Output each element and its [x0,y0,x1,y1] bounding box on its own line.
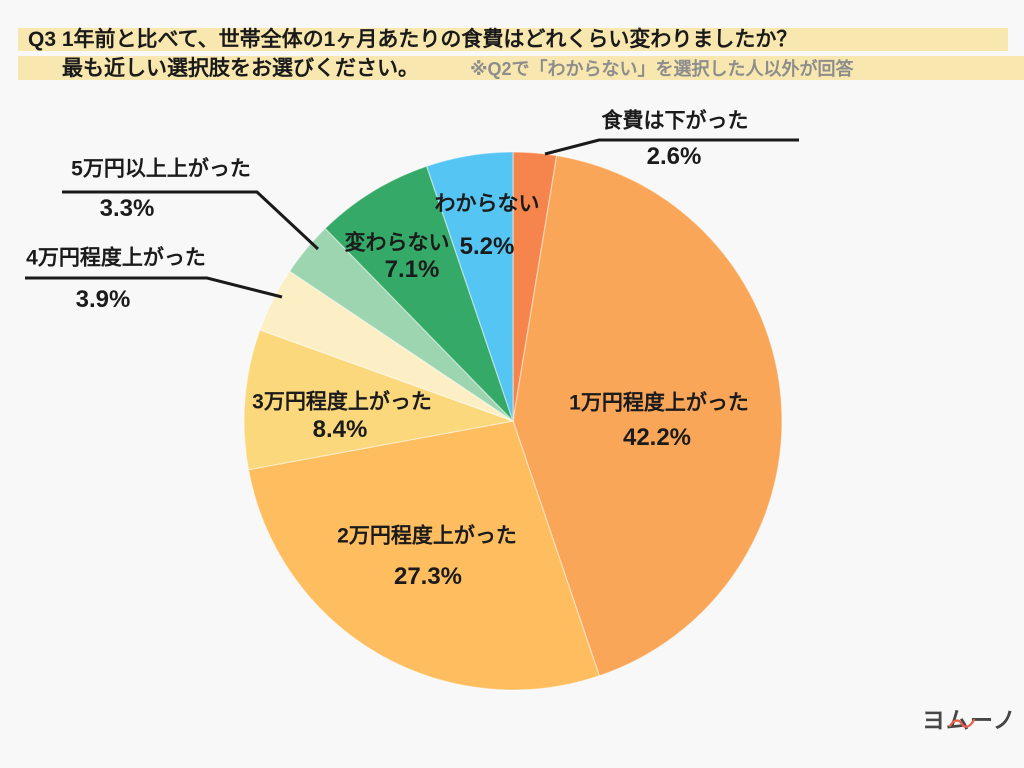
pie-slice-5 [288,227,514,422]
slice-pct-up10k: 42.2% [622,424,692,451]
pie-slice-7 [425,151,514,422]
slice-pct-up40k: 3.9% [75,286,131,313]
slice-pct-decreased: 2.6% [646,143,702,170]
pie-slice-0 [512,151,558,422]
slice-label-unchanged: 変わらない [344,231,450,255]
slice-pct-up20k: 27.3% [393,563,463,590]
leader-line-decreased [544,138,799,156]
slice-label-up30k: 3万円程度上がった [252,390,432,414]
leader-line-up50k [62,190,320,251]
logo-swoosh-icon [948,718,976,728]
slice-label-up20k: 2万円程度上がった [337,524,517,548]
pie-slice-6 [324,165,514,422]
slice-label-decreased: 食費は下がった [601,109,749,133]
slice-label-up40k: 4万円程度上がった [26,246,206,270]
slice-label-up10k: 1万円程度上がった [569,391,749,415]
pie-slice-4 [259,270,514,422]
question-highlight-band-2 [18,56,1024,80]
pie-slice-1 [512,154,783,677]
slice-label-up50k: 5万円以上上がった [71,157,251,181]
slice-pct-up30k: 8.4% [312,416,368,443]
question-line-1: Q3 1年前と比べて、世帯全体の1ヶ月あたりの食費はどれくらい変わりましたか？ [28,28,798,51]
question-line-2: 最も近しい選択肢をお選びください。 [62,57,419,80]
slice-pct-unchanged: 7.1% [384,256,440,283]
question-highlight-band-1 [18,28,1008,51]
yomuno-logo-text: ヨムーノ [922,707,1017,733]
slice-pct-up50k: 3.3% [99,195,155,222]
pie-slice-2 [247,420,601,691]
slice-pct-unknown: 5.2% [459,233,515,260]
question-note: ※Q2で「わからない」を選択した人以外が回答 [470,59,854,79]
pie-slice-3 [243,329,516,471]
leader-line-up40k [25,276,283,299]
slice-label-unknown: わからない [434,192,540,216]
